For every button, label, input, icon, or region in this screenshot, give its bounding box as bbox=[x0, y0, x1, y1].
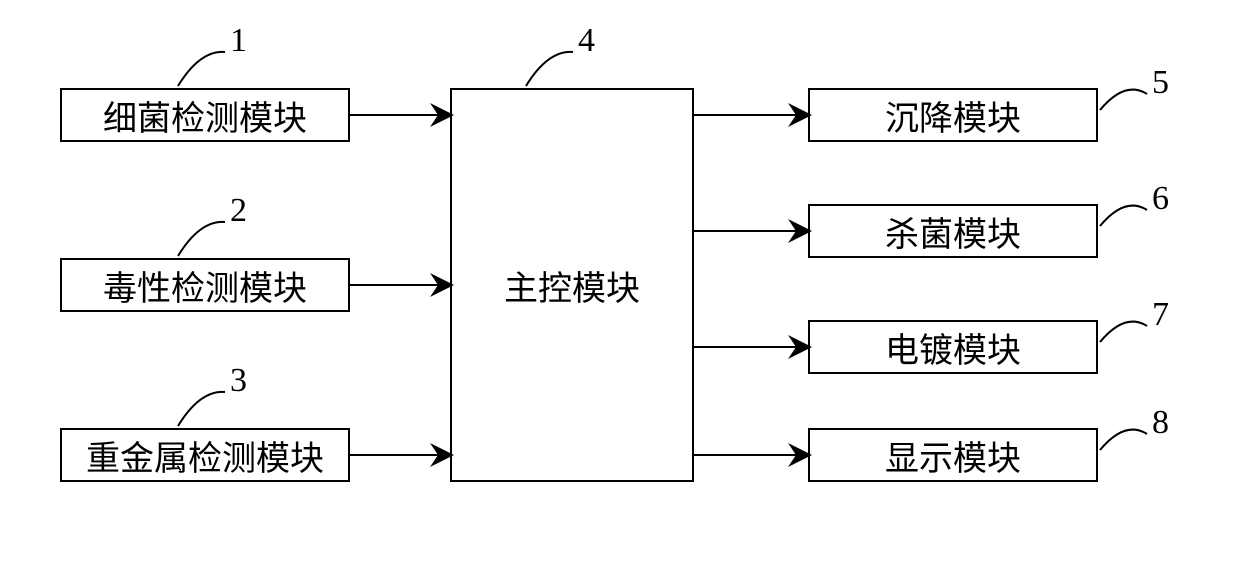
node-electroplating: 电镀模块 bbox=[808, 320, 1098, 374]
node-label: 毒性检测模块 bbox=[103, 261, 307, 310]
node-sterilization: 杀菌模块 bbox=[808, 204, 1098, 258]
node-label: 重金属检测模块 bbox=[86, 431, 324, 480]
node-sedimentation: 沉降模块 bbox=[808, 88, 1098, 142]
ref-text: 4 bbox=[578, 22, 595, 59]
ref-text: 5 bbox=[1152, 64, 1169, 101]
ref-label-7: 7 bbox=[1152, 296, 1169, 334]
ref-label-5: 5 bbox=[1152, 64, 1169, 102]
ref-text: 7 bbox=[1152, 296, 1169, 333]
ref-text: 6 bbox=[1152, 180, 1169, 217]
ref-label-1: 1 bbox=[230, 22, 247, 60]
node-label: 沉降模块 bbox=[885, 91, 1021, 140]
node-label: 细菌检测模块 bbox=[103, 91, 307, 140]
ref-text: 1 bbox=[230, 22, 247, 59]
node-label: 主控模块 bbox=[504, 261, 640, 310]
node-label: 杀菌模块 bbox=[885, 207, 1021, 256]
ref-label-6: 6 bbox=[1152, 180, 1169, 218]
node-label: 电镀模块 bbox=[885, 323, 1021, 372]
node-toxicity-detection: 毒性检测模块 bbox=[60, 258, 350, 312]
node-label: 显示模块 bbox=[885, 431, 1021, 480]
node-bacteria-detection: 细菌检测模块 bbox=[60, 88, 350, 142]
ref-label-4: 4 bbox=[578, 22, 595, 60]
ref-label-8: 8 bbox=[1152, 404, 1169, 442]
node-display: 显示模块 bbox=[808, 428, 1098, 482]
ref-label-2: 2 bbox=[230, 192, 247, 230]
ref-text: 8 bbox=[1152, 404, 1169, 441]
block-diagram: 细菌检测模块 毒性检测模块 重金属检测模块 主控模块 沉降模块 杀菌模块 电镀模… bbox=[0, 0, 1240, 564]
node-main-control: 主控模块 bbox=[450, 88, 694, 482]
ref-text: 2 bbox=[230, 192, 247, 229]
ref-label-3: 3 bbox=[230, 362, 247, 400]
node-heavy-metal-detection: 重金属检测模块 bbox=[60, 428, 350, 482]
ref-text: 3 bbox=[230, 362, 247, 399]
